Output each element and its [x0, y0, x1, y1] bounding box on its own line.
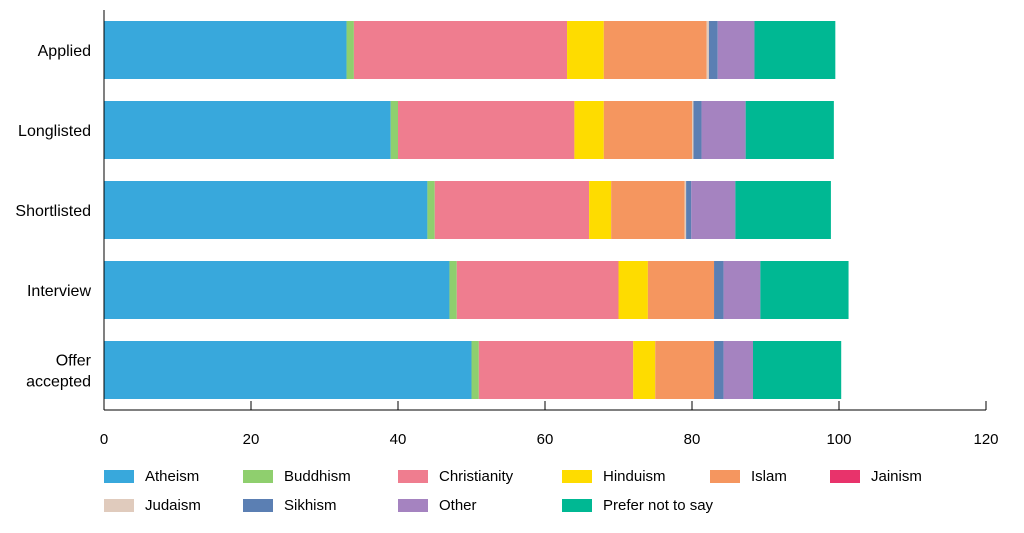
bar-segment-3-8 — [723, 261, 761, 319]
legend-swatch-0 — [104, 469, 134, 483]
bar-segment-0-6 — [706, 21, 709, 79]
legend-label-1: Buddhism — [284, 467, 351, 485]
bar-segment-4-4 — [655, 341, 715, 399]
bar-segment-1-3 — [574, 101, 604, 159]
category-label-2: Shortlisted — [15, 203, 91, 220]
legend-item-7: Sikhism — [243, 495, 337, 515]
bar-segment-4-7 — [714, 341, 724, 399]
x-tick-labels: 0 20 40 60 80 100 120 — [100, 401, 999, 448]
legend-label-4: Islam — [751, 467, 787, 485]
legend-label-8: Other — [439, 496, 477, 514]
bar-segment-2-7 — [686, 181, 692, 239]
legend-swatch-4 — [710, 469, 740, 483]
legend-swatch-5 — [830, 469, 860, 483]
legend-label-7: Sikhism — [284, 496, 337, 514]
legend-swatch-8 — [398, 498, 428, 512]
bar-segment-3-1 — [449, 261, 457, 319]
x-tick-label-5: 100 — [826, 431, 851, 448]
legend-swatch-6 — [104, 498, 134, 512]
legend-item-8: Other — [398, 495, 477, 515]
category-label-3: Interview — [27, 283, 91, 300]
bar-segment-3-0 — [104, 261, 450, 319]
bar-segment-1-0 — [104, 101, 391, 159]
legend-item-1: Buddhism — [243, 466, 351, 486]
legend-swatch-9 — [562, 498, 592, 512]
legend-swatch-2 — [398, 469, 428, 483]
bar-segment-4-1 — [471, 341, 479, 399]
legend-label-3: Hinduism — [603, 467, 666, 485]
bar-segment-0-9 — [754, 21, 836, 79]
legend-label-0: Atheism — [145, 467, 200, 485]
bar-segment-2-0 — [104, 181, 428, 239]
legend-item-9: Prefer not to say — [562, 495, 713, 515]
bar-segment-1-4 — [603, 101, 692, 159]
x-tick-label-6: 120 — [973, 431, 998, 448]
bar-segment-4-9 — [753, 341, 842, 399]
bar-segment-3-2 — [456, 261, 619, 319]
bar-segment-2-9 — [735, 181, 831, 239]
legend-label-6: Judaism — [145, 496, 201, 514]
bar-segment-4-3 — [633, 341, 656, 399]
bar-segment-1-7 — [693, 101, 702, 159]
legend-label-9: Prefer not to say — [603, 496, 714, 514]
legend-item-0: Atheism — [104, 466, 199, 486]
bar-segment-0-3 — [567, 21, 604, 79]
category-label-4: Offer accepted — [26, 353, 92, 391]
legend: Atheism Buddhism Christianity Hinduism Islam… — [104, 466, 1004, 526]
bar-segment-3-9 — [760, 261, 849, 319]
bar-segment-4-2 — [478, 341, 634, 399]
bar-segment-2-3 — [589, 181, 612, 239]
bar-segment-3-7 — [714, 261, 724, 319]
bar-segment-0-4 — [603, 21, 707, 79]
legend-item-3: Hinduism — [562, 466, 666, 486]
legend-item-6: Judaism — [104, 495, 201, 515]
bar-segment-1-1 — [390, 101, 398, 159]
x-tick-label-0: 0 — [100, 431, 108, 448]
bar-segment-2-1 — [427, 181, 435, 239]
bar-segment-4-8 — [723, 341, 754, 399]
legend-swatch-3 — [562, 469, 592, 483]
x-tick-label-1: 20 — [243, 431, 260, 448]
bar-segment-0-2 — [353, 21, 568, 79]
bar-segment-0-8 — [717, 21, 755, 79]
legend-label-2: Christianity — [439, 467, 514, 485]
x-tick-label-3: 60 — [537, 431, 554, 448]
bar-segment-0-0 — [104, 21, 347, 79]
x-tick-label-4: 80 — [684, 431, 701, 448]
legend-label-5: Jainism — [871, 467, 922, 485]
legend-swatch-7 — [243, 498, 273, 512]
bar-segment-3-3 — [618, 261, 648, 319]
bar-segment-2-6 — [684, 181, 687, 239]
bar-segment-0-1 — [346, 21, 354, 79]
bar-segments — [104, 21, 849, 399]
legend-swatch-1 — [243, 469, 273, 483]
legend-item-2: Christianity — [398, 466, 513, 486]
bar-segment-2-8 — [691, 181, 736, 239]
category-label-0: Applied — [38, 43, 91, 60]
bar-segment-2-2 — [434, 181, 590, 239]
bar-segment-1-6 — [692, 101, 694, 159]
category-labels: Applied Longlisted Shortlisted Interview Off… — [15, 43, 91, 391]
bar-segment-2-4 — [611, 181, 685, 239]
bar-segment-0-7 — [708, 21, 718, 79]
bar-segment-1-8 — [701, 101, 746, 159]
bar-segment-3-4 — [647, 261, 715, 319]
category-label-1: Longlisted — [18, 123, 91, 140]
x-tick-label-2: 40 — [390, 431, 407, 448]
bar-segment-1-2 — [398, 101, 575, 159]
legend-item-5: Jainism — [830, 466, 922, 486]
bar-segment-1-9 — [745, 101, 834, 159]
bar-segment-4-0 — [104, 341, 472, 399]
legend-item-4: Islam — [710, 466, 787, 486]
